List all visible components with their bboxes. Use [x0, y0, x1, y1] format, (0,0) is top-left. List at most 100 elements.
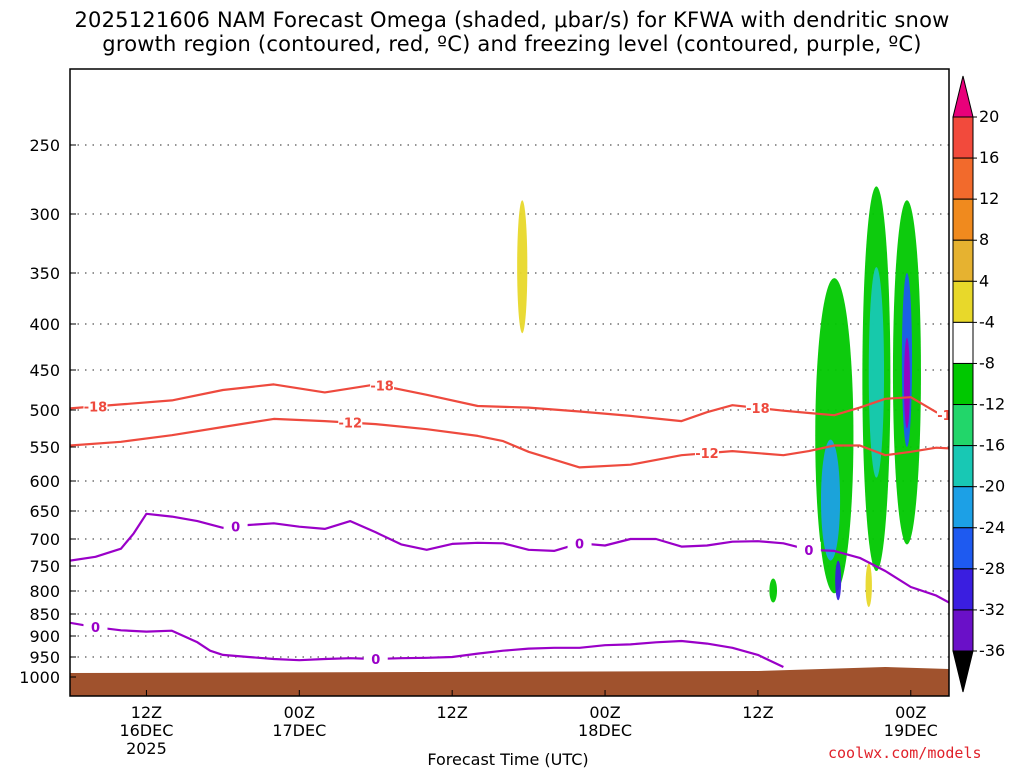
y-tick-label-250: 250	[29, 136, 60, 155]
contour-freezing-level-0	[70, 512, 949, 604]
contour-label-0-0: -18	[84, 400, 108, 415]
colorbar-label-9: -20	[979, 477, 1005, 496]
colorbar-segment-5	[952, 321, 974, 364]
contour-label-bg-3-2	[796, 541, 821, 557]
colorbar-segment-11	[952, 568, 974, 611]
colorbar-label-10: -24	[979, 518, 1005, 537]
y-tick-label-500: 500	[29, 401, 60, 420]
contour-dendritic--18	[70, 383, 949, 423]
plot-background	[70, 69, 949, 696]
contour-label-bg-4-1	[363, 651, 388, 666]
y-tick-label-450: 450	[29, 361, 60, 380]
contour-lines: -18 -18 -18 -18 -12 -12 0 0 0 0 0	[70, 377, 961, 668]
y-tick-label-900: 900	[29, 627, 60, 646]
y-tick-label-750: 750	[29, 557, 60, 576]
colorbar-segment-3	[952, 239, 974, 282]
x-tick-label-48-0: 00Z	[589, 703, 620, 722]
colorbar-segment-4	[952, 280, 974, 323]
y-tick-label-700: 700	[29, 530, 60, 549]
contour-label-bg-0-3	[937, 406, 949, 422]
colorbar-segment-7	[952, 404, 974, 447]
colorbar-label-0: 20	[979, 107, 999, 126]
colorbar-label-7: -12	[979, 395, 1005, 414]
x-tick-label-12-0: 12Z	[131, 703, 162, 722]
plot-frame	[69, 68, 950, 697]
colorbar-segment-8	[952, 445, 974, 488]
y-tick-label-800: 800	[29, 582, 60, 601]
colorbar-segment-0	[952, 116, 974, 159]
colorbar-label-1: 16	[979, 148, 999, 167]
contour-dendritic--12	[70, 417, 949, 469]
contour-label-1-1: -12	[695, 447, 719, 462]
colorbar-top-arrow	[952, 75, 974, 118]
omega-cell-9	[865, 563, 872, 608]
x-tick-label-24-1: 17DEC	[272, 721, 326, 740]
x-tick-label-24-0: 00Z	[284, 703, 315, 722]
colorbar-segment-10	[952, 527, 974, 570]
x-tick-label-12-2: 2025	[126, 739, 167, 758]
colorbar-label-12: -32	[979, 600, 1005, 619]
contour-label-bg-3-0	[223, 518, 248, 534]
x-tick-label-72-1: 19DEC	[884, 721, 938, 740]
y-tick-label-850: 850	[29, 605, 60, 624]
omega-cell-2	[820, 439, 841, 561]
colorbar-label-3: 8	[979, 230, 989, 249]
colorbar-segment-9	[952, 486, 974, 529]
contour-label-bg-0-2	[745, 400, 770, 415]
colorbar-bottom-arrow	[952, 650, 974, 693]
omega-cell-12	[769, 578, 778, 603]
omega-cell-0	[517, 200, 528, 334]
y-tick-label-550: 550	[29, 438, 60, 457]
colorbar-label-6: -8	[979, 353, 995, 372]
y-tick-label-600: 600	[29, 472, 60, 491]
colorbar: 20 16 12 8 4 -4 -8 -12 -16 -20 -24 -28 -32 -36	[952, 75, 1005, 693]
contour-label-0-3: -18	[937, 409, 961, 424]
colorbar-segment-12	[952, 609, 974, 652]
contour-label-0-1: -18	[370, 380, 394, 395]
contour-label-4-0: 0	[91, 621, 100, 636]
y-axis: 250 300 350 400 450 500 550 600 650 700 750 800 850 9…	[19, 136, 76, 687]
contour-label-bg-3-1	[567, 535, 592, 551]
omega-cell-3	[835, 560, 842, 601]
y-tick-label-350: 350	[29, 264, 60, 283]
chart-title-line1: 2025121606 NAM Forecast Omega (shaded, μ…	[74, 8, 950, 32]
omega-cell-8	[903, 337, 910, 429]
contour-label-bg-1-1	[694, 445, 719, 461]
contour-label-bg-4-0	[83, 619, 108, 635]
y-tick-label-300: 300	[29, 205, 60, 224]
contour-label-1-0: -12	[339, 417, 363, 432]
y-tick-label-650: 650	[29, 502, 60, 521]
colorbar-segment-6	[952, 362, 974, 406]
colorbar-label-11: -28	[979, 559, 1005, 578]
credit-link[interactable]: coolwx.com/models	[828, 744, 982, 762]
colorbar-label-2: 12	[979, 189, 999, 208]
contour-label-bg-1-0	[338, 414, 363, 430]
contour-label-3-1: 0	[575, 537, 584, 552]
x-tick-label-36-0: 12Z	[437, 703, 468, 722]
contour-freezing-level-low-0	[70, 621, 784, 668]
terrain-fill	[70, 667, 949, 696]
x-tick-label-48-1: 18DEC	[578, 721, 632, 740]
contour-label-3-2: 0	[804, 544, 813, 559]
colorbar-segment-1	[952, 157, 974, 200]
y-tick-label-1000: 1000	[19, 668, 60, 687]
y-tick-label-400: 400	[29, 315, 60, 334]
contour-label-3-0: 0	[231, 520, 240, 535]
colorbar-label-5: -4	[979, 312, 995, 331]
contour-label-bg-0-0	[83, 398, 108, 414]
x-tick-label-60-0: 12Z	[742, 703, 773, 722]
contour-label-bg-0-1	[370, 377, 395, 393]
omega-cell-5	[868, 267, 885, 478]
x-tick-label-72-0: 00Z	[895, 703, 926, 722]
colorbar-segment-2	[952, 198, 974, 241]
chart-title-line2: growth region (contoured, red, ºC) and f…	[102, 32, 922, 56]
x-tick-label-12-1: 16DEC	[119, 721, 173, 740]
y-tick-label-950: 950	[29, 648, 60, 667]
colorbar-label-8: -16	[979, 436, 1005, 455]
omega-shading	[517, 186, 921, 608]
colorbar-label-4: 4	[979, 271, 989, 290]
x-axis-label: Forecast Time (UTC)	[427, 750, 588, 768]
colorbar-label-13: -36	[979, 641, 1005, 660]
terrain	[70, 667, 949, 696]
